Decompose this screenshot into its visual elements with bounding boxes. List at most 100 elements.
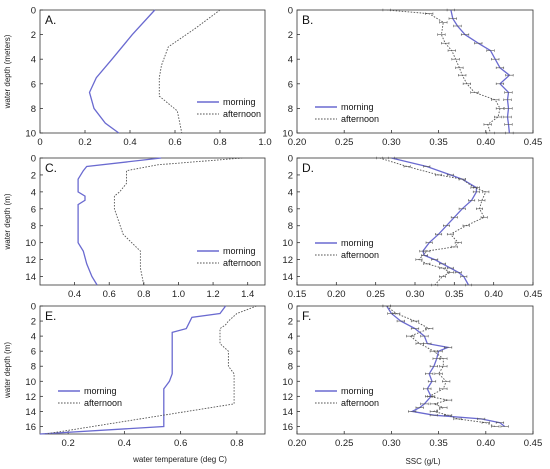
- y-tick-label: 2: [288, 317, 293, 328]
- y-tick-label: 8: [31, 221, 36, 232]
- y-tick-label: 0: [288, 302, 293, 313]
- y-tick-label: 12: [282, 392, 293, 403]
- legend-label-afternoon: afternoon: [84, 398, 122, 408]
- y-tick-label: 14: [282, 272, 293, 283]
- x-tick-label: 1.0: [258, 137, 271, 148]
- legend-label-morning: morning: [223, 97, 256, 107]
- y-tick-label: 4: [31, 332, 36, 343]
- x-tick-label: 0.30: [382, 137, 401, 148]
- x-tick-label: 0.6: [174, 438, 187, 449]
- legend-label-morning: morning: [341, 102, 374, 112]
- y-tick-label: 0: [288, 6, 293, 17]
- y-tick-label: 10: [25, 129, 36, 140]
- y-tick-label: 10: [282, 129, 293, 140]
- x-tick-label: 1.4: [241, 289, 254, 300]
- x-tick-label: 0.45: [524, 438, 543, 449]
- x-tick-label: 0.40: [477, 137, 496, 148]
- y-tick-label: 14: [25, 407, 36, 418]
- x-tick-label: 0.20: [288, 438, 307, 449]
- legend-label-morning: morning: [341, 386, 374, 396]
- plot-frame: [39, 9, 266, 134]
- panel-label: F.: [302, 309, 311, 323]
- x-tick-label: 0.40: [477, 438, 496, 449]
- y-tick-label: 10: [25, 238, 36, 249]
- legend-label-afternoon: afternoon: [341, 114, 379, 124]
- y-tick-label: 14: [25, 272, 36, 283]
- y-tick-label: 10: [25, 377, 36, 388]
- x-tick-label: 0.35: [429, 438, 448, 449]
- plot-frame: [296, 305, 534, 435]
- plot-frame: [39, 157, 266, 286]
- y-tick-label: 4: [288, 187, 293, 198]
- chart-panel-f: 0 2 4 6 8 10 12 14 16 0.20 0.25 0.30 0.35 0.40 0.45 F. m…: [282, 302, 542, 450]
- y-tick-label: 8: [31, 104, 36, 115]
- panel-label: B.: [302, 13, 313, 27]
- panel-label: D.: [302, 161, 314, 175]
- y-tick-label: 0: [31, 154, 36, 165]
- chart-panel-d: 0 2 4 6 8 10 12 14 0.15 0.20 0.25 0.30 0.35 0.40 0.45 D…: [282, 154, 542, 301]
- panel-label: E.: [45, 309, 56, 323]
- x-tick-label: 0.20: [327, 289, 346, 300]
- plot-frame: [296, 157, 534, 286]
- y-tick-label: 2: [288, 170, 293, 181]
- panel-label: A.: [45, 13, 56, 27]
- y-tick-label: 4: [288, 55, 293, 66]
- legend-label-morning: morning: [223, 246, 256, 256]
- series-line-afternoon: [379, 157, 487, 286]
- x-tick-label: 0.4: [123, 137, 136, 148]
- x-tick-label: 0.8: [213, 137, 226, 148]
- y-tick-label: 8: [288, 221, 293, 232]
- y-tick-label: 4: [31, 55, 36, 66]
- series-line-morning: [450, 9, 511, 134]
- y-tick-label: 8: [288, 362, 293, 373]
- x-tick-label: 0.25: [335, 137, 354, 148]
- y-tick-label: 10: [282, 377, 293, 388]
- y-tick-label: 10: [282, 238, 293, 249]
- y-axis-label: water depth (m): [3, 342, 12, 399]
- y-tick-label: 12: [25, 255, 36, 266]
- x-tick-label: 0.8: [230, 438, 243, 449]
- y-tick-label: 4: [288, 332, 293, 343]
- x-tick-label: 0.8: [137, 289, 150, 300]
- x-tick-label: 0.45: [524, 137, 543, 148]
- x-tick-label: 1.2: [206, 289, 219, 300]
- panel-label: C.: [45, 161, 57, 175]
- series-line-morning: [88, 9, 156, 134]
- x-tick-label: 1.0: [172, 289, 185, 300]
- y-tick-label: 12: [25, 392, 36, 403]
- series-line-morning: [39, 305, 227, 435]
- legend-label-afternoon: afternoon: [341, 250, 379, 260]
- y-tick-label: 2: [31, 30, 36, 41]
- x-tick-label: 0: [37, 137, 42, 148]
- series-line-afternoon: [113, 157, 243, 286]
- legend-label-afternoon: afternoon: [223, 109, 261, 119]
- x-tick-label: 0.6: [168, 137, 181, 148]
- chart-panel-c: 0 2 4 6 8 10 12 14 0.4 0.6 0.8 1.0 1.2 1.4 C. water dep…: [3, 154, 266, 300]
- chart-panel-e: 0 2 4 6 8 10 12 14 16 0.2 0.4 0.6 0.8 E. water depth (…: [3, 302, 266, 449]
- y-axis-label: water depth (meters): [3, 34, 12, 109]
- y-tick-label: 14: [282, 407, 293, 418]
- y-tick-label: 12: [282, 255, 293, 266]
- y-axis-label: water depth (m): [3, 193, 12, 250]
- series-line-afternoon: [158, 9, 221, 134]
- series-line-afternoon: [386, 9, 501, 134]
- x-tick-label: 0.25: [335, 438, 354, 449]
- series-line-afternoon: [45, 305, 257, 435]
- y-tick-label: 4: [31, 187, 36, 198]
- plot-frame: [296, 9, 534, 134]
- x-tick-label: 0.30: [382, 438, 401, 449]
- series-line-morning: [77, 157, 162, 286]
- y-tick-label: 16: [25, 422, 36, 433]
- y-tick-label: 2: [31, 317, 36, 328]
- x-axis-label-temperature: water temperature (deg C): [132, 455, 227, 464]
- x-tick-label: 0.2: [62, 438, 75, 449]
- x-tick-label: 0.20: [288, 137, 307, 148]
- y-tick-label: 6: [31, 347, 36, 358]
- series-line-morning: [391, 157, 478, 286]
- y-tick-label: 16: [282, 422, 293, 433]
- x-tick-label: 0.30: [406, 289, 425, 300]
- y-tick-label: 6: [288, 347, 293, 358]
- y-tick-label: 0: [288, 154, 293, 165]
